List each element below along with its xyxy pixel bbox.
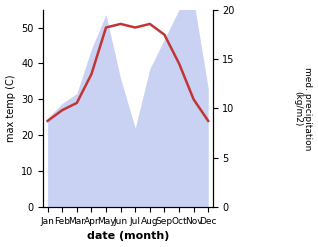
- X-axis label: date (month): date (month): [87, 231, 169, 242]
- Y-axis label: max temp (C): max temp (C): [5, 75, 16, 142]
- Y-axis label: med. precipitation
(kg/m2): med. precipitation (kg/m2): [293, 67, 313, 150]
